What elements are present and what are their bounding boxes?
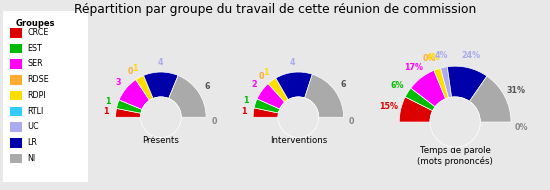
Text: LR: LR <box>28 138 37 147</box>
Text: 17%: 17% <box>404 63 423 72</box>
Text: 4: 4 <box>290 58 295 67</box>
Text: RTLI: RTLI <box>28 107 43 116</box>
Bar <box>9 59 23 69</box>
Text: 1: 1 <box>132 64 138 73</box>
Text: 1: 1 <box>105 97 111 106</box>
Text: EST: EST <box>28 44 42 53</box>
Wedge shape <box>253 108 278 117</box>
FancyBboxPatch shape <box>2 8 89 188</box>
Wedge shape <box>305 74 344 117</box>
Text: 4: 4 <box>158 58 164 66</box>
Text: 15%: 15% <box>379 102 398 111</box>
Text: 2: 2 <box>251 80 256 89</box>
Text: Groupes: Groupes <box>15 19 55 28</box>
Text: Interventions: Interventions <box>270 136 327 145</box>
Wedge shape <box>447 66 487 101</box>
Circle shape <box>140 97 182 138</box>
Wedge shape <box>169 75 206 117</box>
Text: SER: SER <box>28 59 43 68</box>
Text: 6%: 6% <box>390 81 404 90</box>
Wedge shape <box>117 100 142 113</box>
Text: RDSE: RDSE <box>28 75 49 84</box>
Text: 3: 3 <box>116 78 121 87</box>
Text: 1: 1 <box>241 107 246 116</box>
Wedge shape <box>411 70 446 107</box>
Text: 0: 0 <box>349 117 355 126</box>
Text: 6: 6 <box>204 82 210 91</box>
Circle shape <box>278 97 319 138</box>
Wedge shape <box>116 108 141 117</box>
Bar <box>9 91 23 101</box>
Text: 31%: 31% <box>506 86 525 95</box>
Wedge shape <box>470 76 511 122</box>
Bar <box>9 28 23 38</box>
Text: 0%: 0% <box>514 123 528 132</box>
Text: 1: 1 <box>103 107 109 116</box>
Text: CRCE: CRCE <box>28 28 49 37</box>
Text: 1: 1 <box>243 96 249 105</box>
Wedge shape <box>136 75 153 100</box>
Text: 0: 0 <box>212 117 217 126</box>
Wedge shape <box>268 78 288 102</box>
Bar <box>9 122 23 132</box>
Wedge shape <box>434 68 449 99</box>
Text: 4%: 4% <box>426 53 440 62</box>
Text: UC: UC <box>28 122 39 131</box>
Text: Temps de parole
(mots prononcés): Temps de parole (mots prononcés) <box>417 146 493 165</box>
Text: Présents: Présents <box>142 136 179 145</box>
Text: 4%: 4% <box>434 51 448 60</box>
Wedge shape <box>144 72 178 98</box>
Wedge shape <box>441 67 452 98</box>
Bar <box>9 107 23 116</box>
Wedge shape <box>119 80 150 109</box>
Text: NI: NI <box>28 154 36 163</box>
Text: 6: 6 <box>340 80 346 89</box>
Bar <box>9 75 23 85</box>
Circle shape <box>430 97 480 147</box>
Wedge shape <box>254 99 280 113</box>
Wedge shape <box>405 88 435 111</box>
Text: 24%: 24% <box>461 51 481 60</box>
Text: 0: 0 <box>128 67 133 76</box>
Wedge shape <box>276 72 312 100</box>
Text: 1: 1 <box>263 68 269 77</box>
Wedge shape <box>399 97 433 122</box>
Text: 0: 0 <box>258 72 264 81</box>
Bar <box>9 44 23 53</box>
Bar <box>9 154 23 163</box>
Text: Répartition par groupe du travail de cette réunion de commission: Répartition par groupe du travail de cet… <box>74 3 476 16</box>
Text: 0%: 0% <box>422 55 436 63</box>
Wedge shape <box>257 84 285 109</box>
Bar <box>9 138 23 148</box>
Text: RDPI: RDPI <box>28 91 46 100</box>
